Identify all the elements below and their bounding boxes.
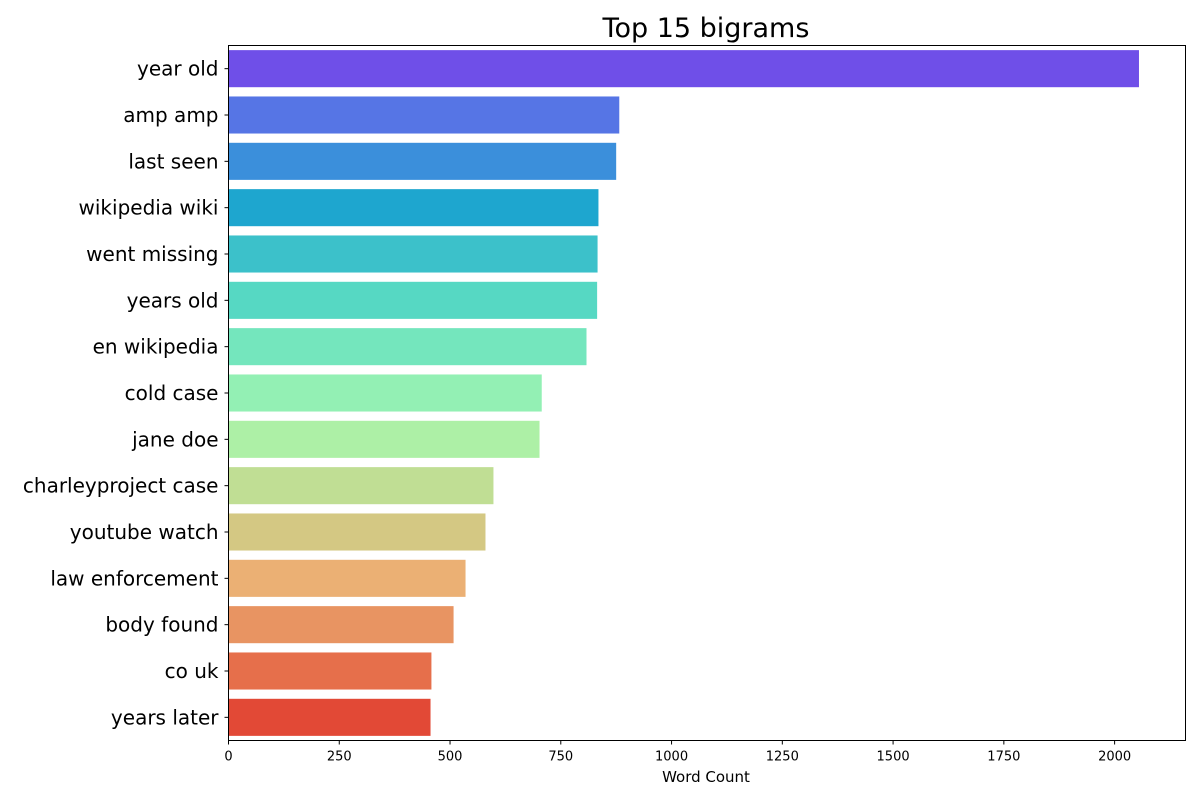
bar-years-old bbox=[228, 281, 598, 319]
x-axis-label: Word Count bbox=[662, 768, 750, 786]
x-tick-label: 2000 bbox=[1098, 750, 1131, 765]
category-label: law enforcement bbox=[50, 566, 218, 590]
x-tick-label: 1500 bbox=[877, 750, 910, 765]
bars-group bbox=[228, 50, 1139, 736]
category-label: youtube watch bbox=[70, 520, 219, 544]
bar-year-old bbox=[228, 50, 1139, 88]
x-axis-ticks: 0 250 500 750 1000 1250 1500 1750 2000 bbox=[224, 740, 1131, 765]
category-label: wikipedia wiki bbox=[79, 196, 219, 220]
bar-cold-case bbox=[228, 374, 542, 412]
category-label: cold case bbox=[125, 381, 219, 405]
category-label: charleyproject case bbox=[23, 474, 219, 498]
category-label: last seen bbox=[128, 149, 218, 173]
bar-body-found bbox=[228, 606, 454, 644]
x-tick-label: 0 bbox=[224, 750, 232, 765]
bar-youtube-watch bbox=[228, 513, 486, 551]
category-labels: year old amp amp last seen wikipedia wiki we… bbox=[23, 57, 229, 729]
bar-went-missing bbox=[228, 235, 598, 273]
category-label: went missing bbox=[86, 242, 218, 266]
bar-co-uk bbox=[228, 652, 432, 690]
x-tick-label: 500 bbox=[438, 750, 463, 765]
bar-en-wikipedia bbox=[228, 328, 587, 366]
chart-title: Top 15 bigrams bbox=[602, 13, 810, 44]
x-tick-label: 1250 bbox=[766, 750, 799, 765]
category-label: body found bbox=[105, 613, 218, 637]
bar-jane-doe bbox=[228, 420, 540, 458]
x-tick-label: 1000 bbox=[655, 750, 688, 765]
plot-frame bbox=[228, 45, 1186, 741]
x-tick-label: 1750 bbox=[987, 750, 1020, 765]
category-label: co uk bbox=[165, 659, 219, 683]
category-label: year old bbox=[137, 57, 218, 81]
category-label: years old bbox=[127, 288, 219, 312]
bar-amp-amp bbox=[228, 96, 620, 134]
category-label: en wikipedia bbox=[93, 335, 219, 359]
bar-charleyproject-case bbox=[228, 467, 494, 505]
x-tick-label: 750 bbox=[548, 750, 573, 765]
bar-wikipedia-wiki bbox=[228, 189, 599, 227]
x-tick-label: 250 bbox=[327, 750, 352, 765]
category-label: amp amp bbox=[123, 103, 218, 127]
category-label: years later bbox=[111, 705, 219, 729]
category-label: jane doe bbox=[131, 427, 218, 451]
bar-last-seen bbox=[228, 142, 617, 180]
bar-law-enforcement bbox=[228, 559, 466, 597]
bar-years-later bbox=[228, 698, 431, 736]
